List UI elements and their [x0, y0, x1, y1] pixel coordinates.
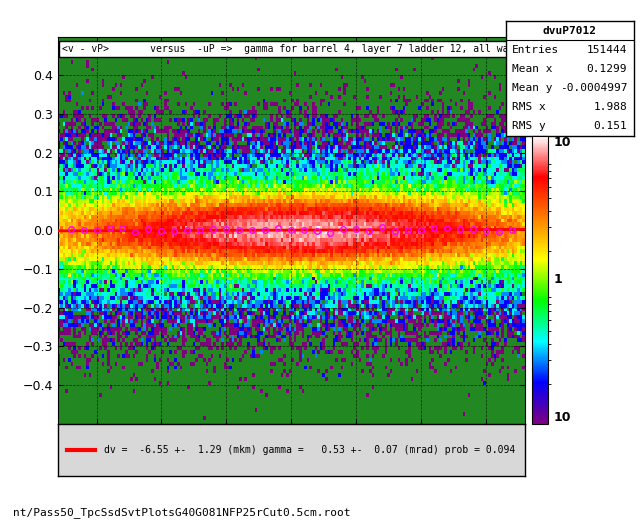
Text: Mean x: Mean x	[512, 64, 552, 74]
Text: 1.988: 1.988	[593, 102, 627, 112]
Text: nt/Pass50_TpcSsdSvtPlotsG40G081NFP25rCut0.5cm.root: nt/Pass50_TpcSsdSvtPlotsG40G081NFP25rCut…	[13, 507, 350, 518]
Text: <v - vP>       versus  -uP =>  gamma for barrel 4, layer 7 ladder 12, all wafers: <v - vP> versus -uP => gamma for barrel …	[62, 44, 532, 54]
Text: 10: 10	[553, 136, 571, 149]
Text: -0.0004997: -0.0004997	[560, 83, 627, 93]
Text: RMS x: RMS x	[512, 102, 546, 112]
Text: RMS y: RMS y	[512, 121, 546, 131]
Text: Mean y: Mean y	[512, 83, 552, 93]
Text: 151444: 151444	[587, 44, 627, 55]
Text: dvuP7012: dvuP7012	[543, 26, 596, 36]
Text: 1: 1	[553, 274, 562, 286]
Text: 10: 10	[553, 411, 571, 424]
Text: 0.1299: 0.1299	[587, 64, 627, 74]
Text: 0.151: 0.151	[593, 121, 627, 131]
Text: dv =  -6.55 +-  1.29 (mkm) gamma =   0.53 +-  0.07 (mrad) prob = 0.094: dv = -6.55 +- 1.29 (mkm) gamma = 0.53 +-…	[104, 445, 516, 455]
Text: Entries: Entries	[512, 44, 559, 55]
